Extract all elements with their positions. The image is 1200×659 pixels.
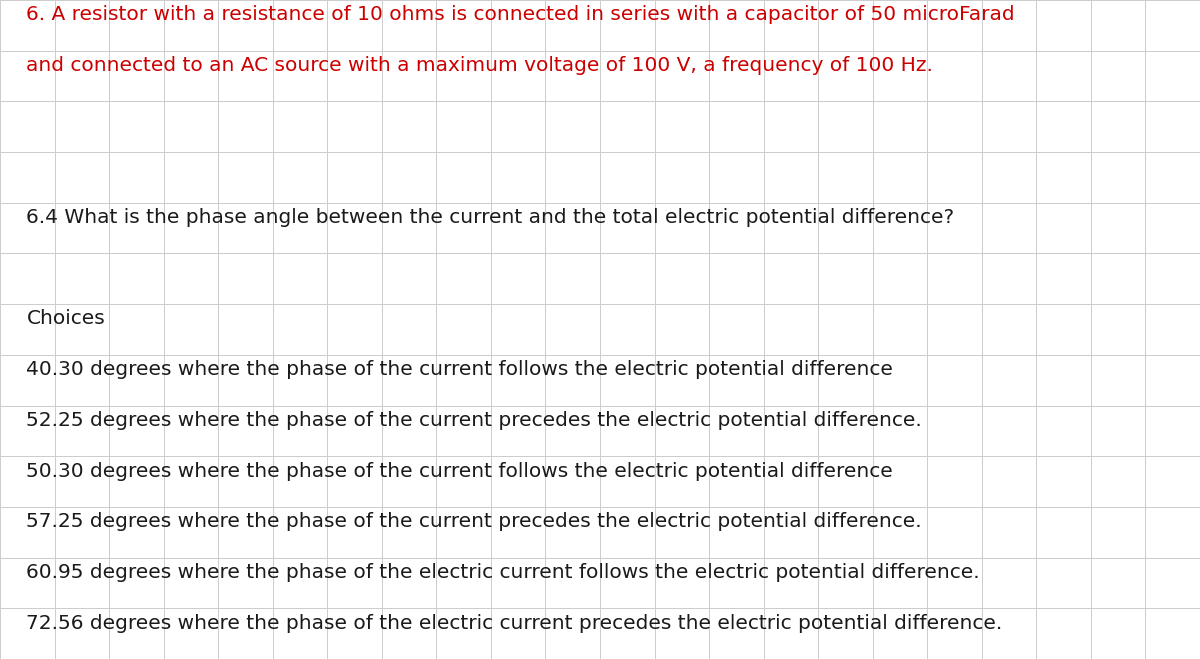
Text: 72.56 degrees where the phase of the electric current precedes the electric pote: 72.56 degrees where the phase of the ele… (26, 614, 1003, 633)
Text: 52.25 degrees where the phase of the current precedes the electric potential dif: 52.25 degrees where the phase of the cur… (26, 411, 922, 430)
Text: 6. A resistor with a resistance of 10 ohms is connected in series with a capacit: 6. A resistor with a resistance of 10 oh… (26, 5, 1015, 24)
Text: 57.25 degrees where the phase of the current precedes the electric potential dif: 57.25 degrees where the phase of the cur… (26, 512, 922, 531)
Text: 40.30 degrees where the phase of the current follows the electric potential diff: 40.30 degrees where the phase of the cur… (26, 360, 893, 379)
Text: 50.30 degrees where the phase of the current follows the electric potential diff: 50.30 degrees where the phase of the cur… (26, 461, 893, 480)
Text: Choices: Choices (26, 310, 106, 328)
Text: 60.95 degrees where the phase of the electric current follows the electric poten: 60.95 degrees where the phase of the ele… (26, 563, 980, 582)
Text: 6.4 What is the phase angle between the current and the total electric potential: 6.4 What is the phase angle between the … (26, 208, 954, 227)
Text: and connected to an AC source with a maximum voltage of 100 V, a frequency of 10: and connected to an AC source with a max… (26, 56, 934, 75)
